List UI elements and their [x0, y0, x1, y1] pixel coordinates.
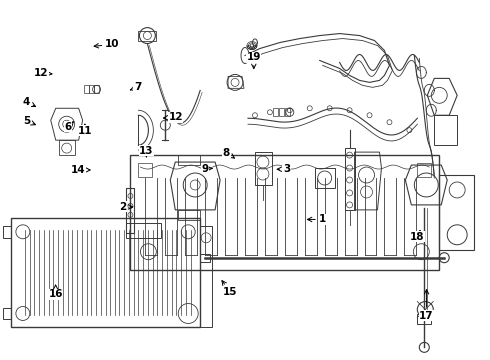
Text: 3: 3	[277, 164, 290, 174]
Text: 5: 5	[23, 116, 35, 126]
Text: 11: 11	[77, 124, 92, 135]
Text: 12: 12	[34, 68, 52, 78]
Text: 15: 15	[222, 281, 238, 297]
Text: 16: 16	[49, 285, 63, 299]
Text: 12: 12	[164, 112, 183, 122]
Text: 10: 10	[94, 40, 120, 49]
Text: 4: 4	[23, 97, 36, 107]
Text: 7: 7	[130, 82, 141, 93]
Text: 18: 18	[410, 230, 424, 242]
Text: 6: 6	[65, 122, 74, 132]
Text: 17: 17	[419, 290, 434, 320]
Text: 14: 14	[71, 165, 90, 175]
Text: 19: 19	[246, 52, 261, 68]
Text: 1: 1	[307, 215, 326, 224]
Text: 13: 13	[139, 145, 154, 157]
Text: 8: 8	[223, 148, 235, 158]
Text: 2: 2	[120, 202, 133, 212]
Text: 9: 9	[201, 163, 212, 174]
